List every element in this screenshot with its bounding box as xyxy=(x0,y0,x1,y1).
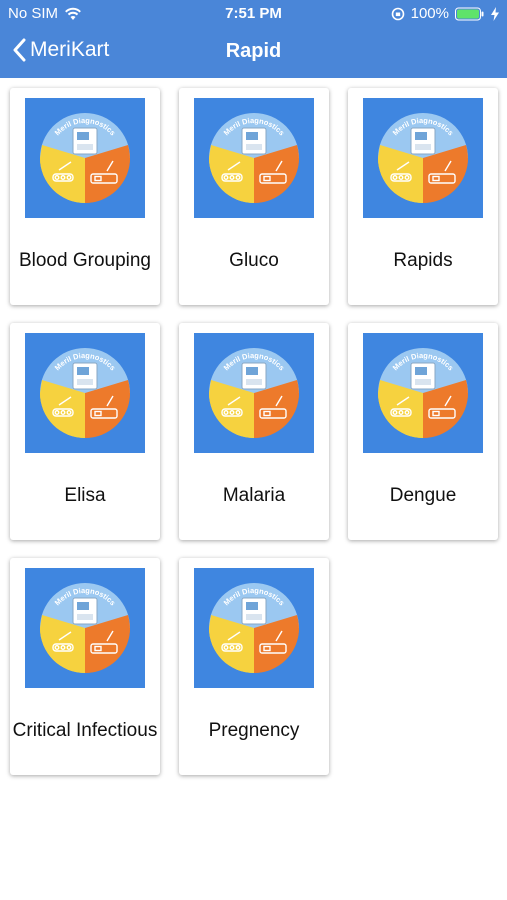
meril-diagnostics-logo-icon: Meril Diagnostics xyxy=(194,568,314,688)
category-card-malaria[interactable]: Meril Diagnostics Malaria xyxy=(179,323,329,540)
battery-icon xyxy=(455,7,484,20)
back-button[interactable]: MeriKart xyxy=(12,38,109,62)
back-label: MeriKart xyxy=(30,38,110,61)
category-label: Gluco xyxy=(229,250,279,271)
charging-bolt-icon xyxy=(491,6,499,21)
category-label: Malaria xyxy=(222,485,286,506)
category-card-pregnency[interactable]: Meril Diagnostics Pregnency xyxy=(179,558,329,775)
meril-diagnostics-logo-icon: Meril Diagnostics xyxy=(363,333,483,453)
category-label: Rapids xyxy=(393,250,453,271)
meril-diagnostics-logo-icon: Meril Diagnostics xyxy=(363,98,483,218)
battery-percent: 100% xyxy=(410,5,449,22)
status-time: 7:51 PM xyxy=(225,5,282,22)
category-card-blood-grouping[interactable]: Meril Diagnostics Blood Grouping xyxy=(10,88,160,305)
category-grid: Meril Diagnostics Blood Grouping xyxy=(10,88,500,775)
category-label: Dengue xyxy=(389,485,457,506)
status-right: 100% xyxy=(391,5,499,22)
meril-diagnostics-logo-icon: Meril Diagnostics xyxy=(25,333,145,453)
status-left: No SIM xyxy=(8,5,82,22)
category-card-rapids[interactable]: Meril Diagnostics Rapids xyxy=(348,88,498,305)
category-card-gluco[interactable]: Meril Diagnostics Gluco xyxy=(179,88,329,305)
chevron-left-icon xyxy=(13,38,26,62)
orientation-lock-icon xyxy=(391,7,404,20)
category-label: Critical Infectious xyxy=(12,720,158,741)
category-card-dengue[interactable]: Meril Diagnostics Dengue xyxy=(348,323,498,540)
navigation-bar: MeriKart Rapid xyxy=(0,28,507,78)
meril-diagnostics-logo-icon: Meril Diagnostics xyxy=(25,568,145,688)
category-label: Pregnency xyxy=(208,720,300,741)
meril-diagnostics-logo-icon: Meril Diagnostics xyxy=(194,98,314,218)
wifi-icon xyxy=(65,7,81,20)
status-bar: No SIM 7:51 PM 100% xyxy=(0,0,507,28)
category-card-critical-infectious[interactable]: Meril Diagnostics Critical Infectious xyxy=(10,558,160,775)
meril-diagnostics-logo-icon: Meril Diagnostics xyxy=(25,98,145,218)
meril-diagnostics-logo-icon: Meril Diagnostics xyxy=(194,333,314,453)
category-label: Elisa xyxy=(64,485,106,506)
carrier-text: No SIM xyxy=(8,5,59,22)
category-label: Blood Grouping xyxy=(18,250,152,271)
category-card-elisa[interactable]: Meril Diagnostics Elisa xyxy=(10,323,160,540)
